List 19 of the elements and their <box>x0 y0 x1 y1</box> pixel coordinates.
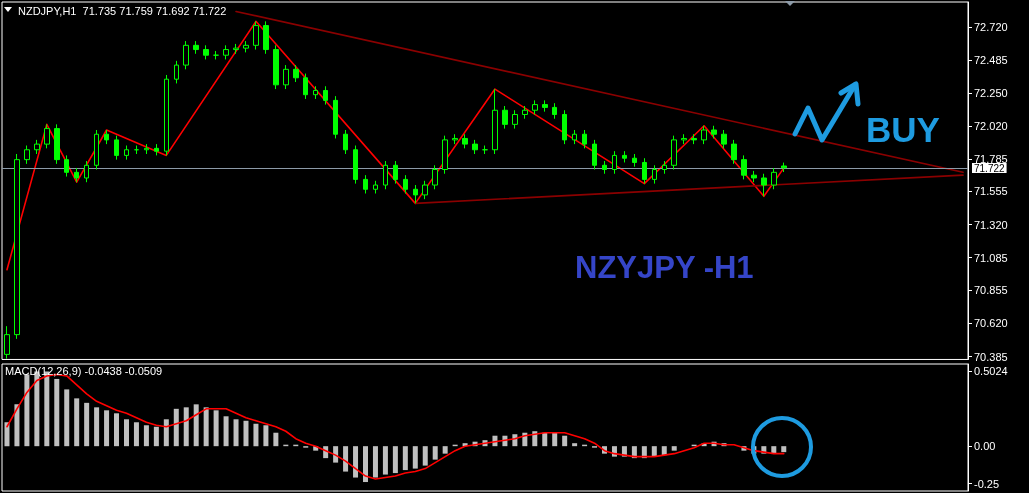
chart-title: NZDJPY,H1 71.735 71.759 71.692 71.722 <box>18 4 227 17</box>
y-tick-label: 70.385 <box>974 350 1008 363</box>
annotation: BUY <box>866 110 940 149</box>
ref-line-label: 71.722 <box>974 162 1006 174</box>
y-tick-label: 72.485 <box>974 54 1008 67</box>
y-tick-label: -0.25 <box>974 477 1000 490</box>
y-tick-label: 71.320 <box>974 218 1008 231</box>
y-tick-label: 70.855 <box>974 284 1008 297</box>
y-tick-label: 71.085 <box>974 251 1008 264</box>
annotation: NZYJPY -H1 <box>575 250 754 285</box>
y-tick-label: 71.785 <box>974 152 1008 165</box>
y-tick-label: 72.250 <box>974 87 1008 100</box>
y-tick-label: 0.00 <box>974 440 996 453</box>
y-tick-label: 72.020 <box>974 119 1008 132</box>
y-tick-label: 71.555 <box>974 185 1008 198</box>
y-tick-label: 0.5024 <box>974 365 1008 378</box>
chart-title: MACD(12,26,9) -0.0438 -0.0509 <box>5 364 163 377</box>
y-tick-label: 70.620 <box>974 317 1008 330</box>
y-tick-label: 72.720 <box>974 20 1008 33</box>
